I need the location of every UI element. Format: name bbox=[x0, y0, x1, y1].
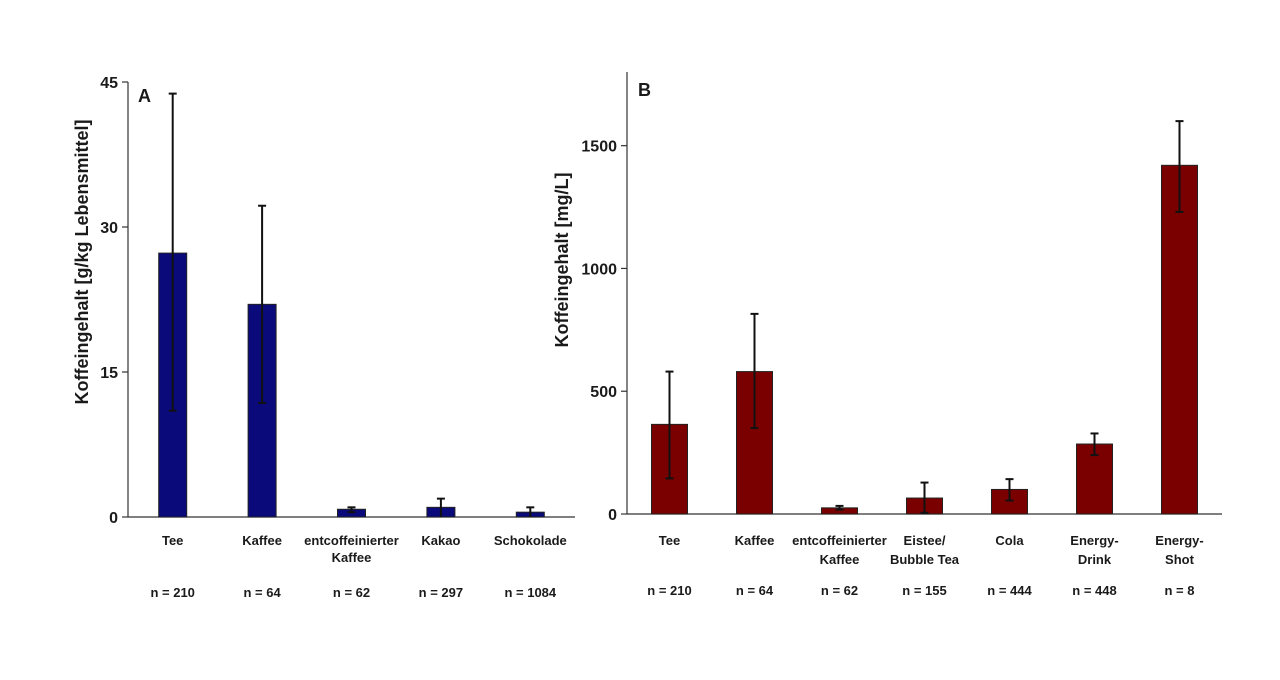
panel-a-sample-size-label: n = 64 bbox=[243, 585, 281, 600]
panel-b-category-label: Tee bbox=[659, 533, 680, 548]
panel-b-sample-size-label: n = 448 bbox=[1072, 583, 1116, 598]
panel-b-sample-size-label: n = 8 bbox=[1165, 583, 1195, 598]
panel-a-category-label: Kakao bbox=[421, 533, 460, 548]
panel-b-category-label: Eistee/Bubble Tea bbox=[890, 533, 960, 567]
panel-b-sample-size-label: n = 155 bbox=[902, 583, 946, 598]
panel-a-sample-size-label: n = 1084 bbox=[504, 585, 556, 600]
panel-a-sample-size-label: n = 62 bbox=[333, 585, 370, 600]
panel-b-sample-size-label: n = 444 bbox=[987, 583, 1032, 598]
panel-a-category-label: Kaffee bbox=[242, 533, 282, 548]
panel-a-y-axis-title: Koffeingehalt [g/kg Lebensmittel] bbox=[72, 119, 92, 404]
panel-b-category-label: Energy-Drink bbox=[1070, 533, 1118, 567]
panel-a-y-tick-label: 0 bbox=[109, 510, 118, 527]
panel-b-category-label: Cola bbox=[995, 533, 1024, 548]
panel-a-category-label: Schokolade bbox=[494, 533, 567, 548]
panel-b-sample-size-label: n = 62 bbox=[821, 583, 858, 598]
panel-b-bar bbox=[1161, 164, 1198, 515]
panel-a-y-tick-label: 30 bbox=[100, 220, 118, 237]
panel-a-label: A bbox=[138, 86, 151, 106]
panel-b-category-label: entcoffeinierter Kaffee bbox=[792, 533, 887, 567]
panel-a-y-tick-label: 45 bbox=[100, 75, 118, 92]
panel-b-y-tick-label: 1500 bbox=[581, 139, 617, 156]
panel-a-sample-size-label: n = 210 bbox=[150, 585, 194, 600]
panel-a: A Koffeingehalt [g/kg Lebensmittel] 0 15 3… bbox=[72, 75, 575, 600]
panel-b: B Koffeingehalt [mg/L] 0 500 1000 1500 Tee n … bbox=[552, 72, 1222, 598]
panel-a-category-label: entcoffeinierter Kaffee bbox=[304, 533, 399, 565]
panel-a-y-tick-label: 15 bbox=[100, 365, 118, 382]
panel-b-sample-size-label: n = 64 bbox=[736, 583, 774, 598]
panel-b-y-tick-label: 500 bbox=[590, 384, 617, 401]
panel-b-category-label: Energy-Shot bbox=[1155, 533, 1203, 567]
panel-b-category-label: Kaffee bbox=[735, 533, 775, 548]
panel-b-y-tick-label: 1000 bbox=[581, 261, 617, 278]
panel-a-category-label: Tee bbox=[162, 533, 183, 548]
panel-a-sample-size-label: n = 297 bbox=[419, 585, 463, 600]
panel-b-y-tick-label: 0 bbox=[608, 507, 617, 524]
panel-b-sample-size-label: n = 210 bbox=[647, 583, 691, 598]
panel-b-y-axis-title: Koffeingehalt [mg/L] bbox=[552, 173, 572, 348]
panel-b-label: B bbox=[638, 80, 651, 100]
